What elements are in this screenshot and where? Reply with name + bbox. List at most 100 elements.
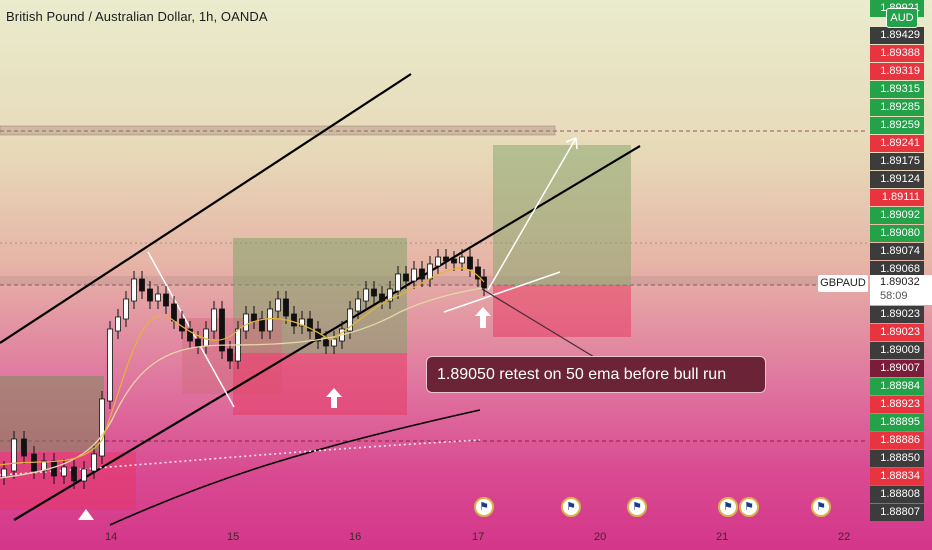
projection-arrow-head: [565, 137, 578, 150]
price-label: 1.88895: [870, 414, 924, 431]
candle-body: [427, 263, 433, 280]
candle-body: [163, 293, 169, 307]
symbol-label: GBPAUD: [818, 275, 868, 292]
event-flag-icon[interactable]: ⚑: [718, 497, 738, 517]
ema-slow-line: [109, 409, 481, 526]
candle-body: [307, 318, 313, 332]
time-label: 21: [716, 531, 729, 543]
candle-body: [123, 298, 129, 320]
candle-body: [131, 278, 137, 302]
time-label: 14: [105, 531, 118, 543]
candle-body: [315, 328, 321, 342]
candle-body: [203, 328, 209, 347]
price-label: 1.88850: [870, 450, 924, 467]
candle-body: [21, 438, 27, 457]
price-label: 1.89241: [870, 135, 924, 152]
long-stop-zone[interactable]: [493, 285, 631, 337]
price-label: 1.89388: [870, 45, 924, 62]
long-stop-zone[interactable]: [0, 452, 136, 510]
candle-body: [259, 318, 265, 332]
price-label: 1.89111: [870, 189, 924, 206]
annotation-callout[interactable]: 1.89050 retest on 50 ema before bull run: [426, 356, 766, 393]
price-label: 1.89068: [870, 261, 924, 278]
price-label: 1.89124: [870, 171, 924, 188]
up-arrow-marker: [78, 509, 94, 520]
chart-title: British Pound / Australian Dollar, 1h, O…: [6, 9, 268, 24]
event-flag-icon[interactable]: ⚑: [739, 497, 759, 517]
candle-body: [371, 288, 377, 297]
currency-badge[interactable]: AUD: [886, 8, 918, 28]
candle-body: [51, 460, 57, 477]
ema-fast-line: [0, 267, 485, 466]
resistance-zone[interactable]: [0, 125, 556, 136]
long-target-zone[interactable]: [0, 376, 104, 452]
candle-body: [475, 266, 481, 280]
candle-body: [155, 293, 161, 302]
price-label: 1.89092: [870, 207, 924, 224]
channel-upper-line[interactable]: [0, 73, 412, 344]
price-label: 1.89023: [870, 324, 924, 341]
candle-body: [419, 268, 425, 280]
price-label: 1.88807: [870, 504, 924, 521]
level-zone[interactable]: [0, 276, 868, 285]
time-label: 15: [227, 531, 240, 543]
price-label: 1.88923: [870, 396, 924, 413]
current-price-box: 1.89032 58:09: [870, 275, 932, 305]
event-flag-icon[interactable]: ⚑: [474, 497, 494, 517]
time-label: 16: [349, 531, 362, 543]
candle-body: [107, 328, 113, 402]
candle-body: [147, 288, 153, 302]
price-label: 1.88984: [870, 378, 924, 395]
candle-body: [81, 468, 87, 482]
candle-body: [451, 258, 457, 264]
price-label: 1.89080: [870, 225, 924, 242]
candle-body: [403, 273, 409, 282]
bar-countdown: 58:09: [880, 290, 908, 302]
long-stop-zone[interactable]: [233, 353, 407, 415]
price-label: 1.88808: [870, 486, 924, 503]
candle-body: [41, 460, 47, 472]
time-label: 20: [594, 531, 607, 543]
time-label: 22: [838, 531, 851, 543]
price-label: 1.89023: [870, 306, 924, 323]
time-label: 17: [472, 531, 485, 543]
candle-body: [411, 268, 417, 282]
price-label: 1.89007: [870, 360, 924, 377]
long-target-zone[interactable]: [493, 145, 631, 285]
event-flag-icon[interactable]: ⚑: [561, 497, 581, 517]
price-label: 1.89319: [870, 63, 924, 80]
candle-body: [443, 256, 449, 262]
candle-body: [243, 313, 249, 332]
candle-body: [459, 256, 465, 264]
candle-body: [323, 338, 329, 347]
price-label: 1.89009: [870, 342, 924, 359]
candle-body: [387, 288, 393, 302]
candle-body: [219, 308, 225, 352]
event-flag-icon[interactable]: ⚑: [811, 497, 831, 517]
current-price: 1.89032: [880, 276, 920, 288]
candle-body: [227, 348, 233, 362]
price-label: 1.89285: [870, 99, 924, 116]
price-label: 1.89175: [870, 153, 924, 170]
candle-body: [355, 298, 361, 312]
ema-50-line: [0, 287, 483, 479]
price-label: 1.89074: [870, 243, 924, 260]
candle-body: [435, 256, 441, 267]
candle-body: [347, 308, 353, 332]
candle-body: [283, 298, 289, 317]
projection-line: [481, 288, 605, 364]
candle-body: [61, 466, 67, 477]
event-flag-icon[interactable]: ⚑: [627, 497, 647, 517]
candle-body: [379, 293, 385, 302]
trendline-white[interactable]: [443, 271, 561, 313]
candle-body: [331, 338, 337, 347]
projection-arrow[interactable]: [487, 137, 577, 291]
candles-group: [1, 249, 487, 489]
candle-body: [11, 438, 17, 472]
candle-body: [395, 273, 401, 292]
candle-body: [187, 328, 193, 342]
price-label: 1.88886: [870, 432, 924, 449]
price-label: 1.89259: [870, 117, 924, 134]
candle-body: [115, 316, 121, 332]
